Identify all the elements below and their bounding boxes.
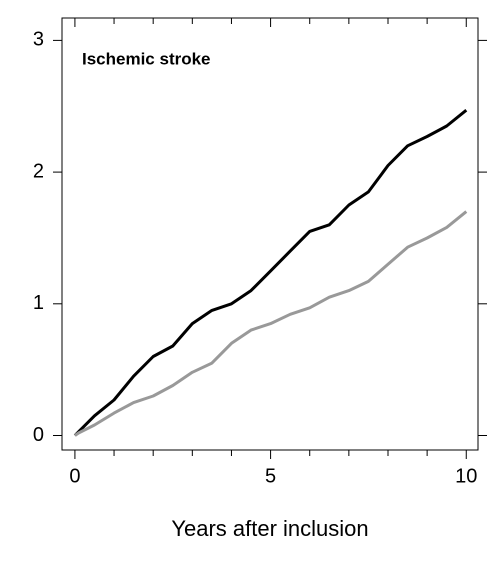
x-axis-label: Years after inclusion <box>171 516 368 541</box>
x-tick-label: 10 <box>455 465 477 487</box>
series-line <box>73 109 468 437</box>
y-tick-label: 0 <box>33 424 44 446</box>
chart-title: Ischemic stroke <box>82 49 211 68</box>
y-tick-label: 2 <box>33 160 44 182</box>
y-tick-label: 1 <box>33 292 44 314</box>
x-tick-label: 0 <box>69 465 80 487</box>
plot-frame <box>61 17 479 451</box>
series-line <box>74 210 468 437</box>
y-tick-label: 3 <box>33 29 44 51</box>
x-tick-label: 5 <box>265 465 276 487</box>
